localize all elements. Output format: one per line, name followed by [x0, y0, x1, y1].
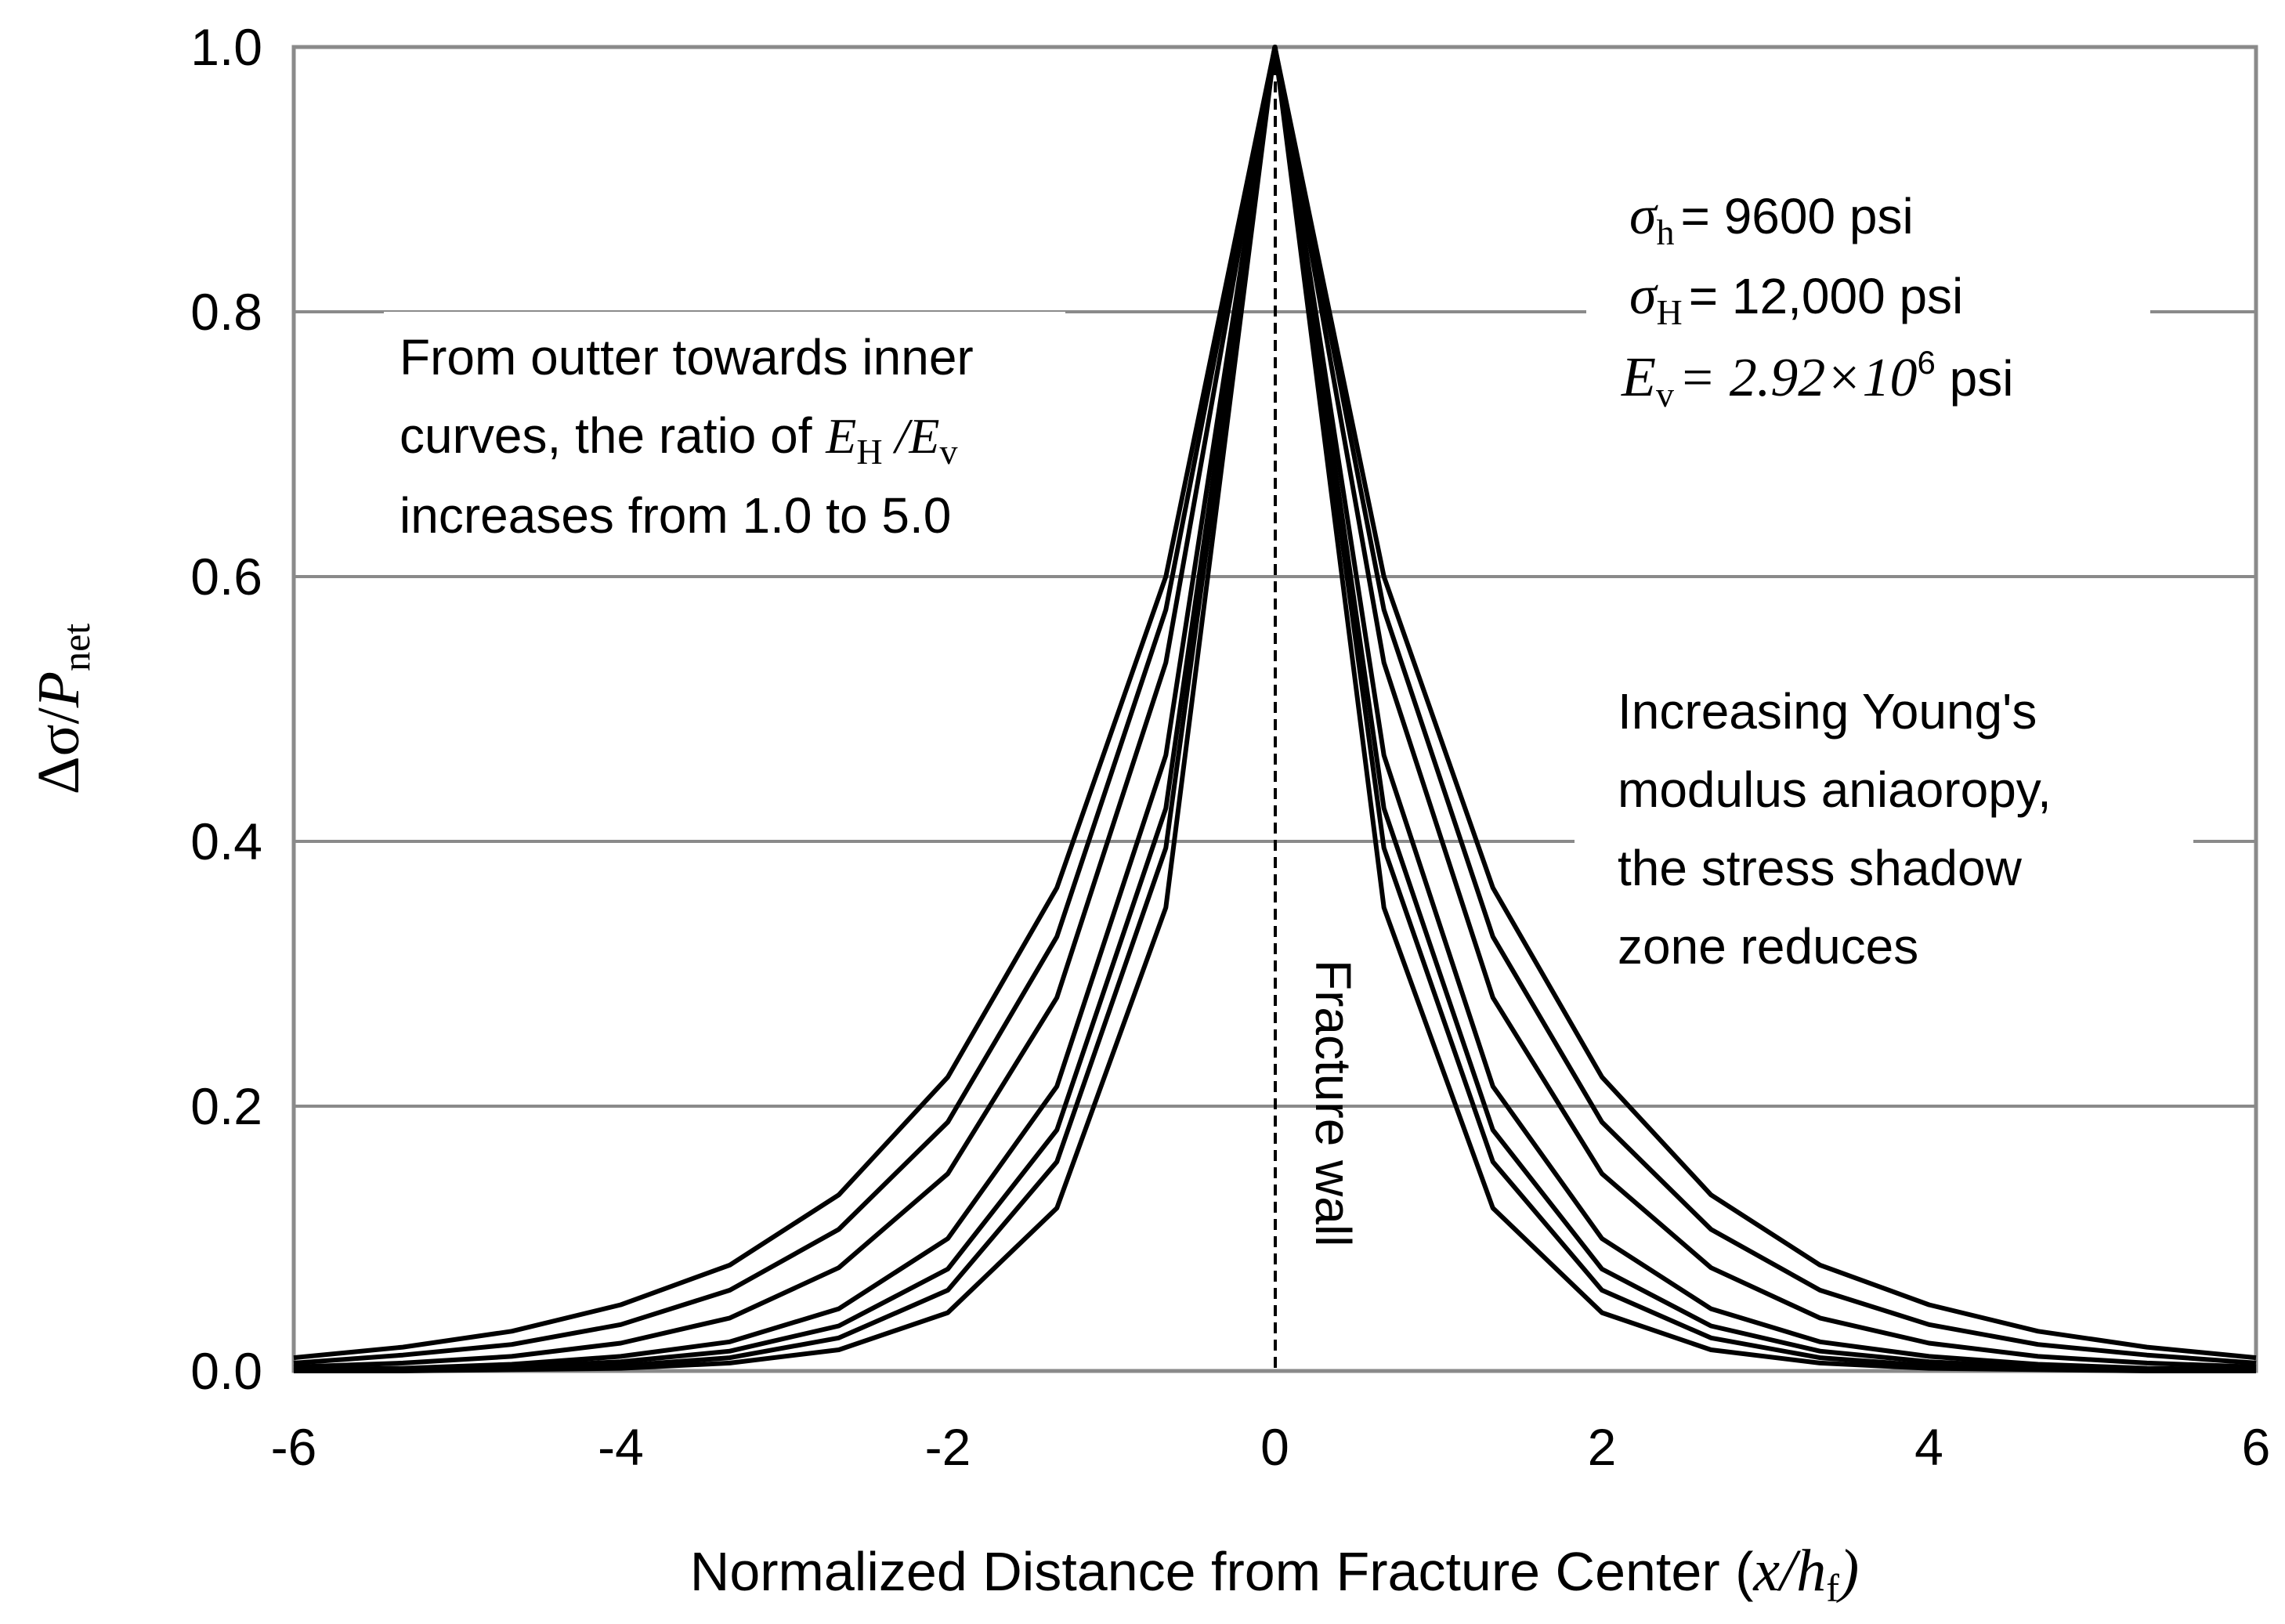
y-axis-title: Δσ/Pnet	[26, 624, 98, 795]
x-tick-label: 4	[1914, 1418, 1943, 1476]
x-axis-title: Normalized Distance from Fracture Center…	[690, 1538, 1859, 1610]
x-tick-labels: -6 -4 -2 0 2 4 6	[271, 1418, 2271, 1476]
fracture-wall-label: Fracture wall	[1305, 960, 1361, 1246]
x-tick-label: -6	[271, 1418, 317, 1476]
y-tick-label: 0.8	[190, 283, 262, 341]
param-sigma-H: σH = 12,000 psi	[1629, 266, 1963, 332]
left-annotation-line2: curves, the ratio of EH /Ev	[400, 407, 957, 472]
right-annotation-line4: zone reduces	[1618, 918, 1918, 975]
right-annotation-box	[1575, 666, 2193, 995]
left-annotation-line3: increases from 1.0 to 5.0	[400, 487, 951, 544]
y-tick-label: 1.0	[190, 18, 262, 76]
right-annotation-line3: the stress shadow	[1618, 840, 2023, 896]
y-tick-label: 0.2	[190, 1077, 262, 1135]
y-tick-label: 0.6	[190, 548, 262, 606]
x-tick-label: -4	[598, 1418, 644, 1476]
x-tick-label: 6	[2242, 1418, 2271, 1476]
y-tick-label: 0.0	[190, 1342, 262, 1400]
param-sigma-h: σh = 9600 psi	[1629, 186, 1914, 252]
x-tick-label: 2	[1588, 1418, 1617, 1476]
left-annotation-line1: From outter towards inner	[400, 329, 974, 385]
y-tick-label: 0.4	[190, 812, 262, 870]
y-tick-labels: 0.0 0.2 0.4 0.6 0.8 1.0	[190, 18, 262, 1400]
x-tick-label: -2	[925, 1418, 971, 1476]
right-annotation-line1: Increasing Young's	[1618, 683, 2037, 740]
left-annotation-box	[384, 312, 1065, 555]
x-tick-label: 0	[1260, 1418, 1289, 1476]
param-E-v: Ev= 2.92×106 psi	[1621, 344, 2013, 414]
right-annotation-line2: modulus aniaoropy,	[1618, 761, 2052, 818]
params-box	[1586, 168, 2150, 427]
